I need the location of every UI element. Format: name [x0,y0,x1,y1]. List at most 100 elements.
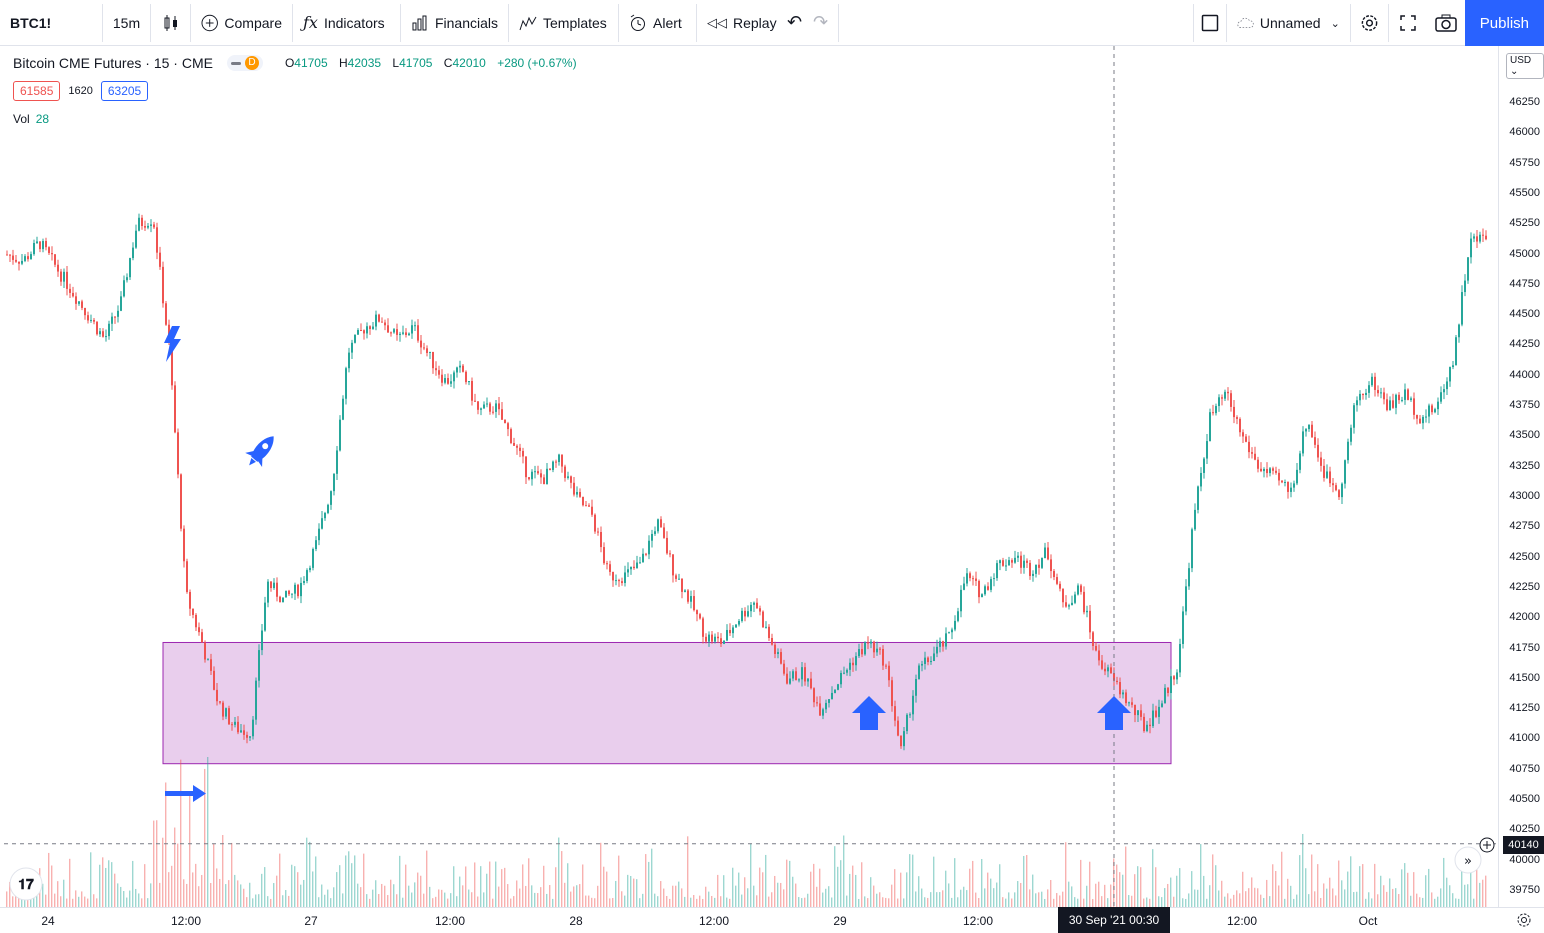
rocket-icon[interactable] [241,429,282,472]
add-alert-icon[interactable] [1479,837,1495,853]
volume-bar [858,898,860,907]
volume-bar [483,892,485,907]
volume-bar [1353,892,1355,907]
redo-button[interactable]: ↷ [809,3,839,42]
chart-type-button[interactable] [151,3,191,42]
volume-bar [1284,898,1286,907]
volume-bar [852,865,854,907]
candle-body [336,450,338,474]
volume-bar [1359,866,1361,907]
candle-body [762,611,764,628]
candle-body [102,331,104,337]
fullscreen-button[interactable] [1389,4,1427,42]
candle-body [513,442,515,446]
volume-bar [318,897,320,907]
candle-body [96,321,98,335]
candle-body [1062,588,1064,603]
interval-button[interactable]: 15m [103,3,151,42]
candle-body [699,614,701,619]
candle-body [1332,483,1334,486]
candle-body [1338,490,1340,498]
candle-body [1116,680,1118,683]
close-value: 42010 [452,56,486,70]
volume-bar [435,896,437,907]
ask-box[interactable]: 63205 [100,81,149,101]
volume-bar [906,872,908,907]
layout-name-button[interactable]: Unnamed ⌄ [1227,4,1351,42]
candle-body [498,403,500,410]
candle-body [714,636,716,642]
volume-bar [879,892,881,907]
candle-body [180,474,182,529]
volume-bar [1050,879,1052,907]
volume-bar [894,869,896,907]
volume-bar [498,886,500,907]
volume-bar [681,888,683,907]
bid-box[interactable]: 61585 [13,81,61,101]
candle-body [1065,602,1067,607]
volume-legend[interactable]: Vol 28 [13,112,49,126]
candle-body [1227,391,1229,394]
time-scale-settings-icon[interactable] [1516,912,1532,928]
price-scale[interactable]: 46250 46000 45750 45500 45250 45000 44750 44500… [1498,46,1544,907]
volume-bar [9,882,11,907]
settings-button[interactable] [1351,4,1389,42]
volume-bar [522,864,524,907]
volume-bar [279,853,281,907]
candle-body [12,255,14,260]
candle-body [1311,424,1313,438]
high-value: 42035 [347,56,382,70]
candle-body [210,659,212,671]
price-chart[interactable]: 𝟏𝟕 » [4,46,1498,907]
replay-button[interactable]: ◁◁ Replay [697,4,783,42]
volume-bar [90,852,92,907]
arrow-up-icon[interactable] [1097,696,1131,730]
compare-button[interactable]: Compare [191,3,293,42]
publish-button[interactable]: Publish [1464,0,1544,46]
candle-body [273,582,275,589]
volume-bar [1071,886,1073,907]
snapshot-button[interactable] [1427,4,1465,42]
volume-bar [915,891,917,907]
volume-bar [1059,895,1061,907]
candle-body [1290,487,1292,492]
candle-body [570,476,572,483]
volume-bar [657,896,659,907]
volume-bar [282,895,284,907]
candle-body [675,575,677,579]
market-status-pill[interactable]: D [226,55,263,71]
volume-bar [1332,888,1334,907]
layout-select-button[interactable] [1192,4,1227,42]
legend-title[interactable]: Bitcoin CME Futures · 15 · CME [13,55,213,71]
candle-body [441,374,443,383]
alert-button[interactable]: Alert [619,3,697,42]
volume-bar [888,898,890,907]
volume-bar [822,892,824,907]
volume-bar [363,853,365,907]
symbol-search[interactable]: BTC1! [0,3,103,42]
currency-selector[interactable]: USD ⌄ [1506,53,1544,79]
candle-body [1314,437,1316,445]
indicators-button[interactable]: ƒx Indicators [293,3,401,42]
price-scale-label: 41500 [1509,671,1540,684]
time-scale[interactable]: 24 12:00 27 12:00 28 12:00 29 12:00 12:00 Oct [0,907,1544,933]
volume-bar [1245,891,1247,907]
candle-body [1422,416,1424,424]
financials-button[interactable]: Financials [401,3,509,42]
undo-button[interactable]: ↶ [783,4,809,42]
volume-bar [1176,875,1178,907]
volume-bar [1323,883,1325,907]
arrow-up-icon[interactable] [852,696,886,730]
candle-body [285,590,287,598]
tradingview-logo[interactable]: 𝟏𝟕 [9,867,43,901]
volume-bar [252,898,254,907]
volume-bar [612,898,614,907]
arrow-right-icon[interactable] [165,785,206,802]
candle-body [1263,468,1265,472]
templates-button[interactable]: Templates [509,3,619,42]
scroll-to-latest-button[interactable]: » [1454,846,1482,874]
candle-body [630,566,632,570]
volume-bar [591,897,593,907]
volume-bar [978,898,980,907]
lightning-icon[interactable] [164,326,181,362]
